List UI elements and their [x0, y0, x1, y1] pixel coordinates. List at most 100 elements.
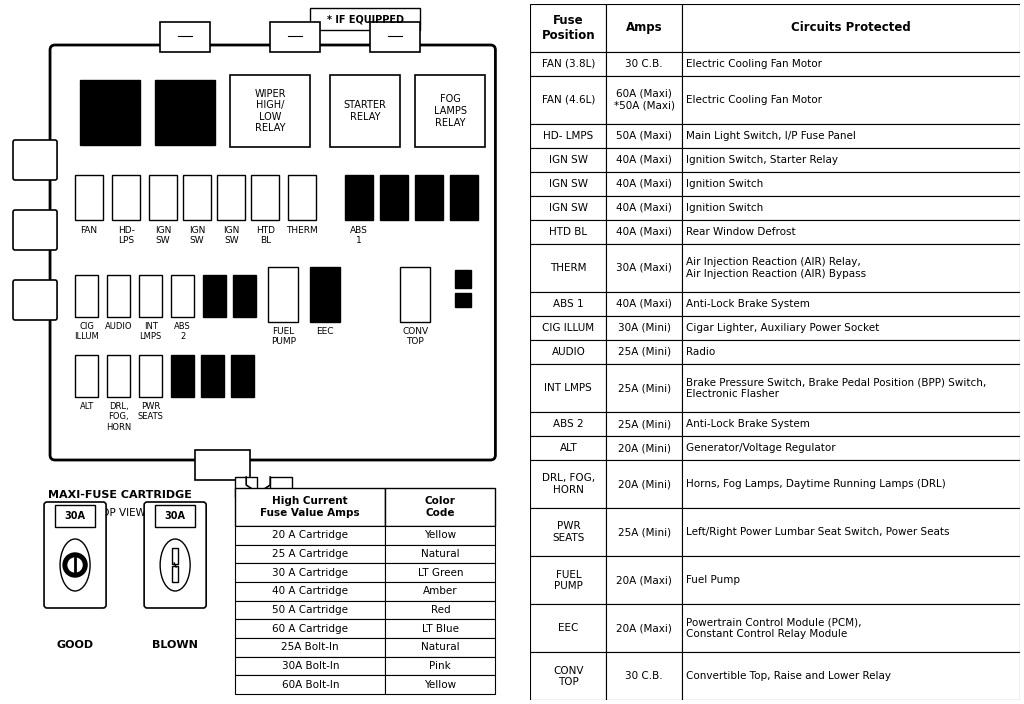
Text: Natural: Natural — [421, 642, 460, 653]
Text: * IF EQUIPPED: * IF EQUIPPED — [327, 14, 403, 24]
Text: THERM: THERM — [287, 226, 318, 235]
Text: 20A (Mini): 20A (Mini) — [617, 443, 671, 453]
Bar — [385, 582, 496, 601]
Text: FAN (4.6L): FAN (4.6L) — [542, 94, 595, 105]
Text: High Current
Fuse Value Amps: High Current Fuse Value Amps — [260, 496, 360, 518]
Bar — [682, 172, 1020, 196]
Bar — [606, 412, 682, 436]
Text: 60A Bolt-In: 60A Bolt-In — [282, 679, 339, 690]
Bar — [331, 75, 400, 147]
Text: Yellow: Yellow — [424, 679, 457, 690]
Bar — [530, 436, 606, 460]
Bar — [682, 508, 1020, 556]
Bar — [155, 80, 215, 145]
Text: MAXI-FUSE CARTRIDGE: MAXI-FUSE CARTRIDGE — [48, 490, 193, 500]
Text: Natural: Natural — [421, 549, 460, 559]
Bar — [172, 548, 178, 564]
Bar — [310, 8, 420, 30]
Bar — [606, 364, 682, 412]
Ellipse shape — [160, 539, 190, 591]
Bar — [236, 545, 385, 563]
Text: 40 A Cartridge: 40 A Cartridge — [272, 586, 348, 596]
Text: Color
Code: Color Code — [425, 496, 456, 518]
Bar — [171, 275, 195, 317]
Text: FUEL
PUMP: FUEL PUMP — [270, 327, 296, 346]
FancyBboxPatch shape — [13, 280, 57, 320]
Text: FOG
LAMPS
RELAY: FOG LAMPS RELAY — [434, 94, 467, 127]
Bar — [268, 267, 298, 322]
Bar — [236, 620, 385, 638]
Text: 30 A Cartridge: 30 A Cartridge — [272, 567, 348, 578]
Text: CONV
TOP: CONV TOP — [553, 666, 584, 687]
Text: AUDIO: AUDIO — [104, 322, 132, 331]
Bar — [530, 556, 606, 604]
Text: PWR
SEATS: PWR SEATS — [552, 522, 585, 543]
Bar — [251, 175, 280, 220]
Text: Anti-Lock Brake System: Anti-Lock Brake System — [686, 419, 810, 429]
Bar — [201, 355, 224, 397]
Text: Red: Red — [430, 605, 451, 615]
Bar — [108, 355, 130, 397]
Bar — [80, 80, 140, 145]
Bar — [606, 244, 682, 292]
Bar — [530, 340, 606, 364]
Text: THERM: THERM — [550, 263, 587, 273]
Text: Anti-Lock Brake System: Anti-Lock Brake System — [686, 299, 810, 309]
Bar — [682, 244, 1020, 292]
Text: FUEL
PUMP: FUEL PUMP — [554, 570, 583, 591]
Text: ABS 1: ABS 1 — [553, 299, 584, 309]
Bar — [606, 340, 682, 364]
Text: LT Green: LT Green — [418, 567, 463, 578]
Text: 60 A Cartridge: 60 A Cartridge — [272, 624, 348, 634]
Bar — [236, 526, 385, 545]
Bar — [606, 148, 682, 172]
Bar — [171, 355, 195, 397]
Bar — [112, 175, 140, 220]
Bar — [183, 175, 211, 220]
Text: Rear Window Defrost: Rear Window Defrost — [686, 227, 796, 237]
Bar — [155, 505, 196, 527]
Bar — [172, 566, 178, 582]
Text: Amps: Amps — [626, 21, 663, 34]
Bar — [150, 175, 177, 220]
Text: Air Injection Reaction (AIR) Relay,
Air Injection Reaction (AIR) Bypass: Air Injection Reaction (AIR) Relay, Air … — [686, 257, 866, 279]
Text: 40A (Maxi): 40A (Maxi) — [616, 227, 672, 237]
FancyBboxPatch shape — [44, 502, 106, 608]
Bar — [236, 488, 385, 526]
Text: Ignition Switch: Ignition Switch — [686, 203, 763, 213]
Text: 20A (Maxi): 20A (Maxi) — [616, 623, 672, 634]
Bar — [196, 450, 250, 480]
Text: IGN
SW: IGN SW — [223, 226, 240, 246]
Text: Generator/Voltage Regulator: Generator/Voltage Regulator — [686, 443, 836, 453]
Bar — [606, 436, 682, 460]
Bar — [606, 4, 682, 51]
Bar — [606, 196, 682, 220]
Text: IGN SW: IGN SW — [549, 203, 588, 213]
Text: Left/Right Power Lumbar Seat Switch, Power Seats: Left/Right Power Lumbar Seat Switch, Pow… — [686, 527, 949, 537]
FancyBboxPatch shape — [144, 502, 206, 608]
Text: TOP VIEW: TOP VIEW — [94, 508, 145, 518]
Text: HD- LMPS: HD- LMPS — [544, 131, 594, 141]
Bar — [217, 175, 245, 220]
Text: CIG
ILLUM: CIG ILLUM — [74, 322, 99, 341]
Text: FAN (3.8L): FAN (3.8L) — [542, 58, 595, 68]
Bar — [416, 175, 443, 220]
Text: 30 C.B.: 30 C.B. — [626, 672, 664, 681]
Bar — [236, 675, 385, 694]
Bar — [682, 4, 1020, 51]
Bar — [682, 220, 1020, 244]
Bar — [682, 604, 1020, 653]
Text: 40A (Maxi): 40A (Maxi) — [616, 299, 672, 309]
Text: IGN SW: IGN SW — [549, 155, 588, 165]
Bar — [682, 556, 1020, 604]
Bar — [451, 175, 478, 220]
Bar — [682, 460, 1020, 508]
Text: CONV
TOP: CONV TOP — [402, 327, 428, 346]
Text: IGN SW: IGN SW — [549, 179, 588, 189]
Text: 30A: 30A — [165, 511, 185, 521]
Text: Cigar Lighter, Auxiliary Power Socket: Cigar Lighter, Auxiliary Power Socket — [686, 323, 880, 333]
Text: PWR
SEATS: PWR SEATS — [137, 402, 164, 422]
Text: INT
LMPS: INT LMPS — [139, 322, 162, 341]
Text: EEC: EEC — [558, 623, 579, 634]
Ellipse shape — [60, 539, 90, 591]
